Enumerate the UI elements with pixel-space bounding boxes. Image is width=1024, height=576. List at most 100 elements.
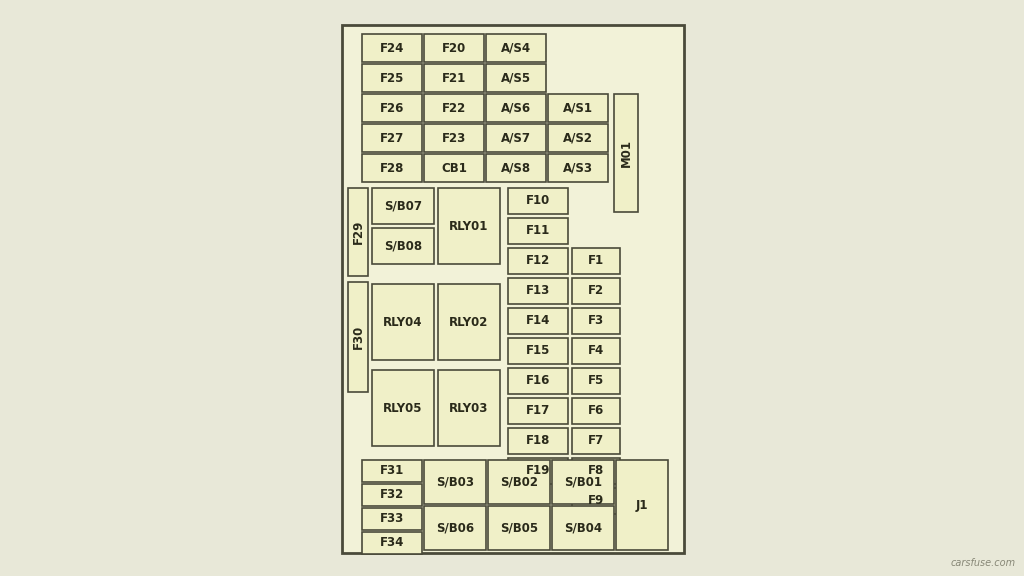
Text: F28: F28 [380,161,404,175]
Text: S/B01: S/B01 [564,476,602,488]
Text: S/B02: S/B02 [500,476,538,488]
Text: F4: F4 [588,344,604,358]
Bar [572,428,620,454]
Text: F21: F21 [442,71,466,85]
Bar [486,94,546,122]
Text: F25: F25 [380,71,404,85]
Bar [424,506,486,550]
Bar [424,460,486,504]
Text: J1: J1 [636,498,648,511]
Text: A/S5: A/S5 [501,71,531,85]
Bar [362,34,422,62]
Bar [372,228,434,264]
Text: S/B07: S/B07 [384,199,422,213]
Bar [508,248,568,274]
Text: RLY01: RLY01 [450,219,488,233]
Text: F19: F19 [525,464,550,478]
Bar [508,458,568,484]
Text: F9: F9 [588,495,604,507]
Bar [362,154,422,182]
Bar [508,338,568,364]
Text: A/S2: A/S2 [563,131,593,145]
Text: F15: F15 [525,344,550,358]
Bar [548,154,608,182]
Text: S/B05: S/B05 [500,521,538,535]
Bar [548,94,608,122]
Text: RLY02: RLY02 [450,316,488,328]
Bar [572,488,620,514]
Text: carsfuse.com: carsfuse.com [951,558,1016,568]
Text: A/S6: A/S6 [501,101,531,115]
Text: A/S4: A/S4 [501,41,531,55]
Text: F29: F29 [351,220,365,244]
Text: F34: F34 [380,536,404,550]
Text: M01: M01 [620,139,633,167]
Text: F27: F27 [380,131,404,145]
Bar [362,64,422,92]
Bar [572,368,620,394]
Text: F6: F6 [588,404,604,418]
Bar [362,124,422,152]
Bar [342,25,684,553]
Bar [362,508,422,530]
Bar [508,278,568,304]
Bar [548,124,608,152]
Bar [362,460,422,482]
Bar [424,154,484,182]
Bar [552,460,614,504]
Text: S/B04: S/B04 [564,521,602,535]
Text: A/S8: A/S8 [501,161,531,175]
Bar [508,428,568,454]
Bar [348,188,368,276]
Text: F13: F13 [526,285,550,297]
Bar [572,308,620,334]
Text: F3: F3 [588,314,604,328]
Bar [508,218,568,244]
Text: RLY03: RLY03 [450,401,488,415]
Bar [508,398,568,424]
Text: F8: F8 [588,464,604,478]
Bar [488,460,550,504]
Bar [424,64,484,92]
Bar [486,154,546,182]
Text: F26: F26 [380,101,404,115]
Text: F14: F14 [525,314,550,328]
Text: F30: F30 [351,325,365,349]
Text: S/B06: S/B06 [436,521,474,535]
Bar [362,484,422,506]
Text: F23: F23 [442,131,466,145]
Text: F31: F31 [380,464,404,478]
Bar [488,506,550,550]
Bar [348,282,368,392]
Text: CB1: CB1 [441,161,467,175]
Bar [616,460,668,550]
Text: F7: F7 [588,434,604,448]
Bar [424,34,484,62]
Text: F18: F18 [525,434,550,448]
Bar [572,248,620,274]
Bar [572,338,620,364]
Bar [572,398,620,424]
Bar [572,458,620,484]
Text: S/B03: S/B03 [436,476,474,488]
Bar [486,64,546,92]
Text: F1: F1 [588,255,604,267]
Text: S/B08: S/B08 [384,240,422,252]
Text: RLY04: RLY04 [383,316,423,328]
Bar [372,284,434,360]
Bar [438,188,500,264]
Text: F12: F12 [526,255,550,267]
Bar [572,278,620,304]
Bar [508,188,568,214]
Bar [438,370,500,446]
Bar [552,506,614,550]
Text: F20: F20 [442,41,466,55]
Bar [424,94,484,122]
Text: F22: F22 [442,101,466,115]
Text: F32: F32 [380,488,404,502]
Bar [424,124,484,152]
Text: F2: F2 [588,285,604,297]
Bar [372,370,434,446]
Text: F33: F33 [380,513,404,525]
Text: A/S7: A/S7 [501,131,531,145]
